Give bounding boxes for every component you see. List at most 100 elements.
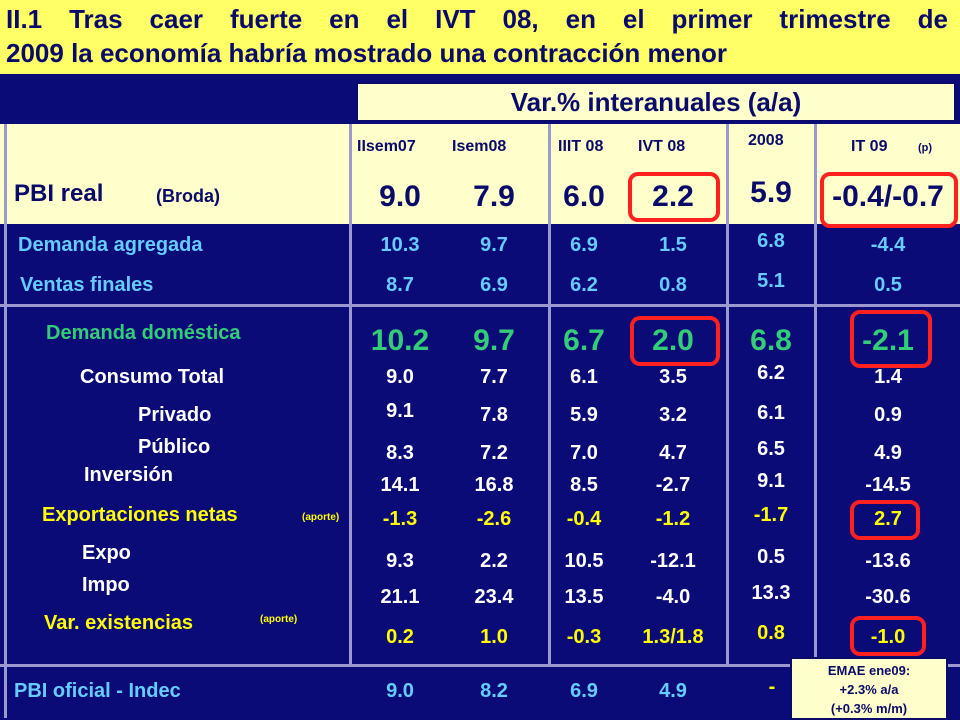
inversion-ivt08: -2.7 <box>655 474 691 496</box>
publico-2008: 6.5 <box>757 438 785 460</box>
highlight-it09-export-netas <box>850 500 920 540</box>
pbi-real-iiit08: 6.0 <box>563 180 605 213</box>
publico-isem08: 7.2 <box>480 442 508 464</box>
row-label-inversion: Inversión <box>84 464 173 486</box>
pbi-real-ivt08: 2.2 <box>652 180 694 213</box>
expo-ivt08: -12.1 <box>650 550 696 572</box>
demanda-agregada-2008: 6.8 <box>757 230 785 252</box>
col-header-2008: 2008 <box>748 132 784 149</box>
impo-2008: 13.3 <box>751 582 791 604</box>
col-header-ivt08: IVT 08 <box>638 138 686 155</box>
left-border <box>4 124 7 718</box>
export-netas-2008: -1.7 <box>753 504 789 526</box>
export-netas-ivt08: -1.2 <box>655 508 691 530</box>
pbi-real-isem08: 7.9 <box>473 180 515 213</box>
var-existencias-2008: 0.8 <box>757 622 785 644</box>
pbi-oficial-isem08: 8.2 <box>480 680 508 702</box>
pbi-real-band <box>0 168 960 224</box>
pbi-oficial-ivt08: 4.9 <box>659 680 687 702</box>
row-label-ventas-finales: Ventas finales <box>20 274 154 296</box>
row-note-broda: (Broda) <box>156 186 220 206</box>
privado-iisem07: 9.1 <box>386 400 414 422</box>
pbi-real-iisem07: 9.0 <box>379 180 421 213</box>
consumo-total-isem08: 7.7 <box>480 366 508 388</box>
consumo-total-ivt08: 3.5 <box>659 366 687 388</box>
row-label-demanda-agregada: Demanda agregada <box>18 234 203 256</box>
pbi-oficial-2008: - <box>768 676 776 698</box>
row-label-impo: Impo <box>82 574 130 596</box>
row-label-pbi-oficial: PBI oficial - Indec <box>14 680 181 702</box>
pbi-oficial-iiit08: 6.9 <box>570 680 598 702</box>
var-existencias-ivt08: 1.3/1.8 <box>642 626 704 648</box>
pbi-oficial-iisem07: 9.0 <box>386 680 414 702</box>
var-existencias-isem08: 1.0 <box>480 626 508 648</box>
row-label-consumo-total: Consumo Total <box>80 366 225 388</box>
row-note-exportaciones-aporte: (aporte) <box>302 512 340 523</box>
row-divider-2 <box>0 664 960 667</box>
export-netas-iisem07: -1.3 <box>382 508 418 530</box>
demanda-agregada-iiit08: 6.9 <box>570 234 598 256</box>
row-label-pbi-real: PBI real <box>14 180 104 207</box>
pbi-real-2008: 5.9 <box>750 176 792 209</box>
publico-iisem07: 8.3 <box>386 442 414 464</box>
expo-iisem07: 9.3 <box>386 550 414 572</box>
demanda-domestica-isem08: 9.7 <box>473 324 515 357</box>
col-header-iiit08: IIIT 08 <box>558 138 604 155</box>
impo-isem08: 23.4 <box>474 586 514 608</box>
privado-iiit08: 5.9 <box>570 404 598 426</box>
var-existencias-iiit08: -0.3 <box>566 626 602 648</box>
inversion-2008: 9.1 <box>757 470 785 492</box>
col-header-isem08: Isem08 <box>452 138 507 155</box>
publico-iiit08: 7.0 <box>570 442 598 464</box>
demanda-domestica-2008: 6.8 <box>750 324 792 357</box>
privado-it09: 0.9 <box>874 404 902 426</box>
highlight-it09-demanda-domestica <box>850 310 932 368</box>
demanda-domestica-iiit08: 6.7 <box>563 324 605 357</box>
ventas-finales-ivt08: 0.8 <box>659 274 687 296</box>
consumo-total-iisem07: 9.0 <box>386 366 414 388</box>
demanda-domestica-ivt08: 2.0 <box>652 324 694 357</box>
consumo-total-2008: 6.2 <box>757 362 785 384</box>
row-divider-1 <box>0 304 960 307</box>
row-label-publico: Público <box>138 436 211 458</box>
inversion-it09: -14.5 <box>865 474 911 496</box>
ventas-finales-it09: 0.5 <box>874 274 902 296</box>
subtitle-box: Var.% interanuales (a/a) <box>356 82 956 122</box>
ventas-finales-isem08: 6.9 <box>480 274 508 296</box>
title-line-2: 2009 la economía habría mostrado una con… <box>6 38 727 68</box>
privado-2008: 6.1 <box>757 402 785 424</box>
column-divider-1 <box>349 124 352 666</box>
col-header-it09: IT 09 <box>851 138 888 155</box>
export-netas-it09: 2.7 <box>874 508 902 530</box>
title-line-1: II.1 Tras caer fuerte en el IVT 08, en e… <box>6 4 948 34</box>
ventas-finales-iiit08: 6.2 <box>570 274 598 296</box>
expo-2008: 0.5 <box>757 546 785 568</box>
impo-iiit08: 13.5 <box>564 586 604 608</box>
col-header-it09-note: (p) <box>918 142 933 154</box>
emae-note-box: EMAE ene09: +2.3% a/a (+0.3% m/m) <box>790 657 948 720</box>
highlight-it09-var-existencias <box>850 616 926 656</box>
highlight-it09-pbi <box>820 172 958 228</box>
row-note-existencias-aporte: (aporte) <box>260 614 298 625</box>
row-label-privado: Privado <box>138 404 212 426</box>
demanda-agregada-it09: -4.4 <box>870 234 906 256</box>
column-divider-4 <box>814 124 817 666</box>
inversion-iisem07: 14.1 <box>380 474 420 496</box>
var-existencias-iisem07: 0.2 <box>386 626 414 648</box>
expo-it09: -13.6 <box>865 550 911 572</box>
pbi-real-it09: -0.4/-0.7 <box>832 180 944 213</box>
col-header-iisem07: IIsem07 <box>357 138 416 155</box>
row-label-demanda-domestica: Demanda doméstica <box>46 322 241 344</box>
row-label-expo: Expo <box>82 542 131 564</box>
header-band <box>0 124 960 168</box>
ventas-finales-2008: 5.1 <box>757 270 785 292</box>
expo-isem08: 2.2 <box>480 550 508 572</box>
demanda-agregada-ivt08: 1.5 <box>659 234 687 256</box>
inversion-isem08: 16.8 <box>474 474 514 496</box>
emae-line-1: EMAE ene09: <box>827 663 911 678</box>
row-label-exportaciones-netas: Exportaciones netas <box>42 504 238 526</box>
impo-iisem07: 21.1 <box>380 586 420 608</box>
demanda-agregada-iisem07: 10.3 <box>380 234 420 256</box>
impo-it09: -30.6 <box>865 586 911 608</box>
column-divider-2 <box>548 124 551 666</box>
